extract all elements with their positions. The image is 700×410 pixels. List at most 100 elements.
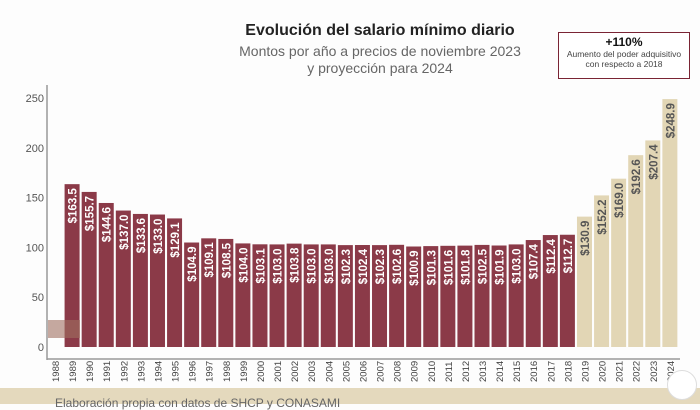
- data-label-1992: $137.0: [119, 215, 131, 250]
- bar-1991: [98, 202, 114, 347]
- x-tick-label: 2021: [615, 361, 626, 382]
- x-tick-label: 2013: [478, 361, 489, 382]
- y-tick-label: 200: [26, 143, 44, 155]
- x-tick-label: 2009: [410, 361, 421, 382]
- x-tick-label: 2024: [666, 361, 677, 382]
- data-label-2014: $101.9: [495, 250, 507, 285]
- data-label-2005: $102.3: [341, 249, 353, 284]
- bar-1989: [64, 184, 80, 347]
- x-tick-label: 1999: [239, 361, 250, 382]
- bar-2003: [303, 244, 319, 347]
- x-tick-label: 1995: [171, 361, 182, 382]
- bar-2000: [252, 244, 268, 347]
- data-label-2008: $102.6: [392, 249, 404, 284]
- bar-2005: [337, 245, 353, 347]
- bar-2002: [286, 243, 302, 347]
- x-tick-label: 2014: [495, 361, 506, 382]
- x-tick-label: 2019: [580, 361, 591, 382]
- data-label-2007: $102.3: [375, 249, 387, 284]
- bar-2015: [508, 244, 524, 347]
- bar-1992: [115, 210, 131, 347]
- data-label-2016: $107.4: [529, 243, 541, 279]
- x-tick-label: 1992: [119, 361, 130, 382]
- y-tick-label: 0: [38, 342, 44, 354]
- annotation-box: +110% Aumento del poder adquisitivo con …: [558, 32, 690, 79]
- bar-2014: [491, 245, 507, 347]
- data-label-2015: $103.0: [512, 248, 524, 283]
- data-label-2002: $103.8: [290, 247, 302, 283]
- bar-2012: [457, 245, 473, 347]
- data-label-2011: $101.6: [443, 250, 455, 285]
- x-tick-label: 1994: [153, 361, 164, 382]
- data-label-1995: $129.1: [170, 222, 182, 258]
- bar-2019: [576, 216, 592, 347]
- data-label-1996: $104.9: [187, 247, 199, 282]
- data-label-2020: $152.2: [597, 199, 609, 234]
- x-tick-label: 1993: [136, 361, 147, 382]
- x-tick-label: 2011: [444, 362, 455, 382]
- data-label-2023: $207.4: [648, 144, 660, 180]
- data-label-1991: $144.6: [102, 207, 114, 242]
- data-label-2009: $100.9: [409, 251, 421, 286]
- data-label-1999: $104.0: [238, 247, 250, 282]
- x-tick-label: 2008: [393, 361, 404, 382]
- bar-2020: [594, 195, 610, 347]
- bar-2024: [662, 99, 678, 347]
- annotation-value: +110%: [605, 35, 643, 49]
- x-tick-label: 2012: [461, 361, 472, 382]
- bar-2004: [320, 244, 336, 347]
- bar-2022: [628, 155, 644, 347]
- bar-2018: [559, 234, 575, 347]
- data-label-2013: $102.5: [478, 248, 490, 284]
- annotation-text: Aumento del poder adquisitivo con respec…: [566, 49, 682, 69]
- data-label-2010: $101.3: [426, 250, 438, 285]
- bar-2010: [423, 246, 439, 347]
- x-tick-label: 2006: [358, 361, 369, 382]
- x-tick-label: 1989: [68, 361, 79, 382]
- chart-subtitle-line-1: Montos por año a precios de noviembre 20…: [239, 43, 521, 59]
- x-tick-label: 2007: [376, 361, 387, 382]
- bar-1994: [149, 214, 165, 347]
- y-tick-label: 250: [26, 93, 44, 105]
- x-tick-label: 1997: [205, 361, 216, 382]
- chart-title: Evolución del salario mínimo diario: [245, 22, 515, 39]
- bar-2023: [645, 140, 661, 347]
- bar-2001: [269, 244, 285, 347]
- y-tick-label: 100: [26, 242, 44, 254]
- bar-1999: [235, 243, 251, 347]
- government-logo: [48, 320, 80, 338]
- x-tick-label: 2010: [427, 361, 438, 382]
- x-tick-label: 2015: [512, 361, 523, 382]
- data-label-1993: $133.6: [136, 218, 148, 253]
- x-tick-label: 2000: [256, 361, 267, 382]
- x-tick-label: 2005: [341, 361, 352, 382]
- x-tick-label: 2004: [324, 361, 335, 382]
- data-label-2021: $169.0: [614, 183, 626, 218]
- x-tick-label: 2017: [546, 361, 557, 382]
- government-seal-icon: [667, 370, 697, 400]
- source-note: Elaboración propia con datos de SHCP y C…: [55, 396, 341, 410]
- bar-2009: [406, 246, 422, 347]
- x-tick-label: 2016: [529, 361, 540, 382]
- data-label-2019: $130.9: [580, 221, 592, 256]
- bar-1990: [81, 191, 97, 347]
- data-label-2006: $102.4: [358, 248, 370, 284]
- bar-1995: [167, 218, 183, 347]
- bar-2016: [525, 240, 541, 347]
- data-label-2000: $103.1: [255, 248, 267, 284]
- y-tick-label: 150: [26, 193, 44, 205]
- y-tick-label: 50: [32, 292, 44, 304]
- data-label-1990: $155.7: [85, 196, 97, 231]
- x-tick-label: 1996: [188, 361, 199, 382]
- data-label-2003: $103.0: [307, 248, 319, 283]
- data-label-2012: $101.8: [460, 249, 472, 285]
- bar-1998: [218, 238, 234, 347]
- bar-2008: [389, 244, 405, 347]
- x-tick-label: 1988: [51, 361, 62, 382]
- data-label-1989: $163.5: [68, 188, 80, 224]
- bar-2021: [611, 178, 627, 347]
- x-tick-label: 2003: [307, 361, 318, 382]
- x-tick-label: 2020: [598, 361, 609, 382]
- x-tick-label: 2022: [632, 361, 643, 382]
